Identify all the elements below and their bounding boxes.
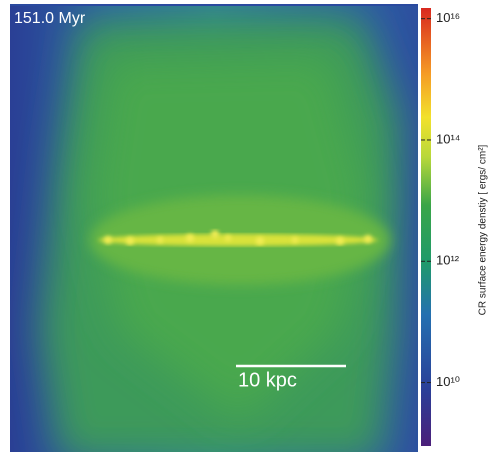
colorbar-tick-label: 10¹⁴	[436, 131, 460, 146]
scale-bar-label: 10 kpc	[238, 369, 297, 391]
colorbar	[421, 8, 431, 446]
colorbar-label: CR surface energy denstiy [ ergs/ cm²]	[478, 144, 489, 315]
simulation-image	[10, 5, 418, 452]
colorbar-tick-label: 10¹⁰	[436, 374, 460, 389]
colorbar-tick-label: 10¹⁶	[436, 10, 460, 25]
time-label: 151.0 Myr	[14, 10, 86, 27]
colorbar-tick-label: 10¹²	[436, 253, 460, 268]
